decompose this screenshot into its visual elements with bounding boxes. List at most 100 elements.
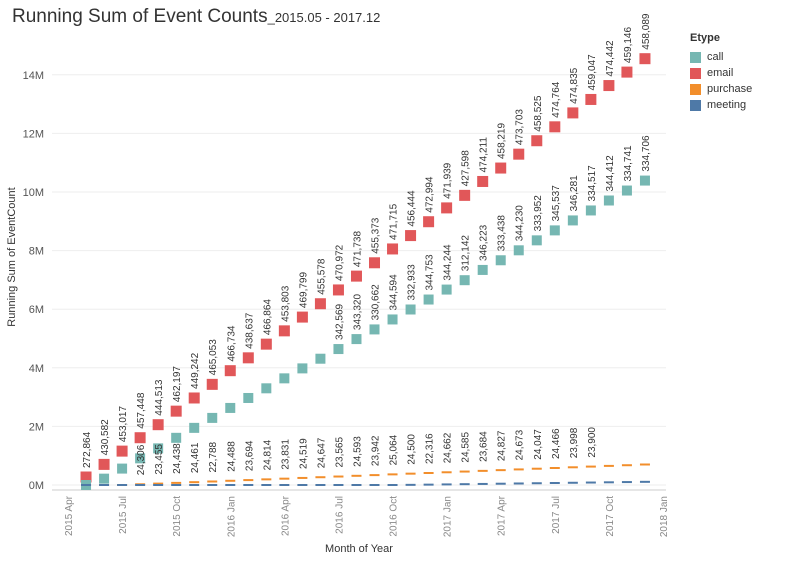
call-mark <box>513 245 524 256</box>
email-data-label: 458,089 <box>641 13 652 50</box>
y-tick-label: 10M <box>23 187 44 199</box>
legend-item-email[interactable]: email <box>690 65 752 81</box>
email-data-label: 474,835 <box>569 67 580 104</box>
call-mark <box>603 195 614 206</box>
email-mark <box>603 80 615 92</box>
email-data-label: 469,799 <box>298 272 309 309</box>
y-tick-label: 14M <box>23 70 44 82</box>
purchase-data-label: 24,593 <box>352 436 363 467</box>
x-tick-label: 2018 Jan <box>659 496 670 537</box>
purchase-data-label: 23,831 <box>280 439 291 470</box>
call-data-label: 330,662 <box>371 284 382 321</box>
email-mark <box>441 202 453 214</box>
call-mark <box>549 225 560 236</box>
purchase-data-label: 23,565 <box>334 437 345 468</box>
call-mark <box>369 324 380 335</box>
call-mark <box>315 353 326 364</box>
email-mark <box>98 458 110 470</box>
legend-title: Etype <box>690 32 720 44</box>
y-axis-title: Running Sum of EventCount <box>6 187 18 326</box>
email-data-label: 455,373 <box>371 217 382 254</box>
legend-swatch-call <box>690 51 701 63</box>
call-mark <box>117 463 128 474</box>
x-tick-label: 2016 Jan <box>226 496 237 537</box>
call-data-label: 344,412 <box>605 155 616 192</box>
purchase-data-label: 24,814 <box>262 439 273 470</box>
call-data-label: 346,281 <box>569 175 580 212</box>
legend-label-call: call <box>707 51 724 63</box>
call-data-label: 344,230 <box>515 205 526 242</box>
y-tick-label: 2M <box>29 421 44 433</box>
email-mark <box>242 352 254 364</box>
email-mark <box>639 53 651 65</box>
email-data-label: 458,219 <box>497 122 508 159</box>
email-data-label: 466,864 <box>262 299 273 336</box>
y-tick-label: 12M <box>23 128 44 140</box>
call-data-label: 312,142 <box>461 235 472 272</box>
x-tick-label: 2015 Jul <box>118 496 129 534</box>
email-data-label: 272,864 <box>82 431 93 468</box>
email-data-label: 474,211 <box>479 137 490 173</box>
legend-label-meeting: meeting <box>707 99 747 111</box>
email-mark <box>350 270 362 282</box>
email-mark <box>170 405 182 417</box>
email-mark <box>387 243 399 255</box>
legend-item-purchase[interactable]: purchase <box>690 81 752 97</box>
email-data-label: 459,047 <box>587 54 598 91</box>
purchase-data-label: 22,788 <box>208 441 219 472</box>
legend-item-meeting[interactable]: meeting <box>690 97 752 113</box>
email-data-label: 472,994 <box>425 176 436 213</box>
email-mark <box>332 284 344 296</box>
email-data-label: 456,444 <box>407 190 418 227</box>
purchase-data-label: 23,900 <box>587 427 598 458</box>
email-data-label: 462,197 <box>172 366 183 403</box>
call-mark <box>99 473 110 484</box>
call-mark <box>531 235 542 246</box>
email-mark <box>423 216 435 228</box>
legend-item-call[interactable]: call <box>690 49 752 65</box>
x-tick-label: 2017 Jul <box>551 496 562 534</box>
email-data-label: 471,738 <box>352 231 363 268</box>
legend: Etype call email purchase meeting <box>690 32 752 113</box>
purchase-data-label: 25,064 <box>389 434 400 465</box>
email-data-label: 444,513 <box>154 379 165 416</box>
email-mark <box>585 93 597 105</box>
call-mark <box>621 185 632 196</box>
call-data-label: 334,706 <box>641 135 652 172</box>
x-axis-title: Month of Year <box>325 543 393 555</box>
email-mark <box>206 378 218 390</box>
email-mark <box>459 189 471 201</box>
purchase-data-label: 23,694 <box>244 440 255 471</box>
call-mark <box>585 205 596 216</box>
email-mark <box>531 135 543 147</box>
purchase-data-label: 24,466 <box>551 428 562 459</box>
purchase-data-label: 24,827 <box>497 430 508 461</box>
email-mark <box>513 148 525 160</box>
call-data-label: 345,537 <box>551 185 562 222</box>
email-data-label: 455,578 <box>316 258 327 295</box>
call-mark <box>243 392 254 403</box>
purchase-data-label: 24,585 <box>461 432 472 463</box>
x-tick-label: 2015 Apr <box>64 495 75 536</box>
email-data-label: 459,146 <box>623 27 634 64</box>
call-mark <box>153 443 164 454</box>
email-mark <box>134 432 146 444</box>
purchase-data-label: 24,673 <box>515 429 526 460</box>
call-mark <box>171 432 182 443</box>
purchase-data-label: 24,306 <box>136 444 147 475</box>
call-data-label: 334,741 <box>623 145 634 182</box>
email-mark <box>188 392 200 404</box>
call-mark <box>207 412 218 423</box>
call-mark <box>405 304 416 315</box>
purchase-data-label: 23,684 <box>479 431 490 462</box>
purchase-data-label: 24,500 <box>407 434 418 465</box>
email-mark <box>224 365 236 377</box>
email-data-label: 449,242 <box>190 352 201 389</box>
call-mark <box>639 175 650 186</box>
email-data-label: 473,703 <box>515 109 526 146</box>
call-data-label: 334,517 <box>587 165 598 202</box>
email-mark <box>260 338 272 350</box>
purchase-data-label: 24,647 <box>316 437 327 468</box>
email-data-label: 471,715 <box>389 203 400 240</box>
call-mark <box>261 383 272 394</box>
